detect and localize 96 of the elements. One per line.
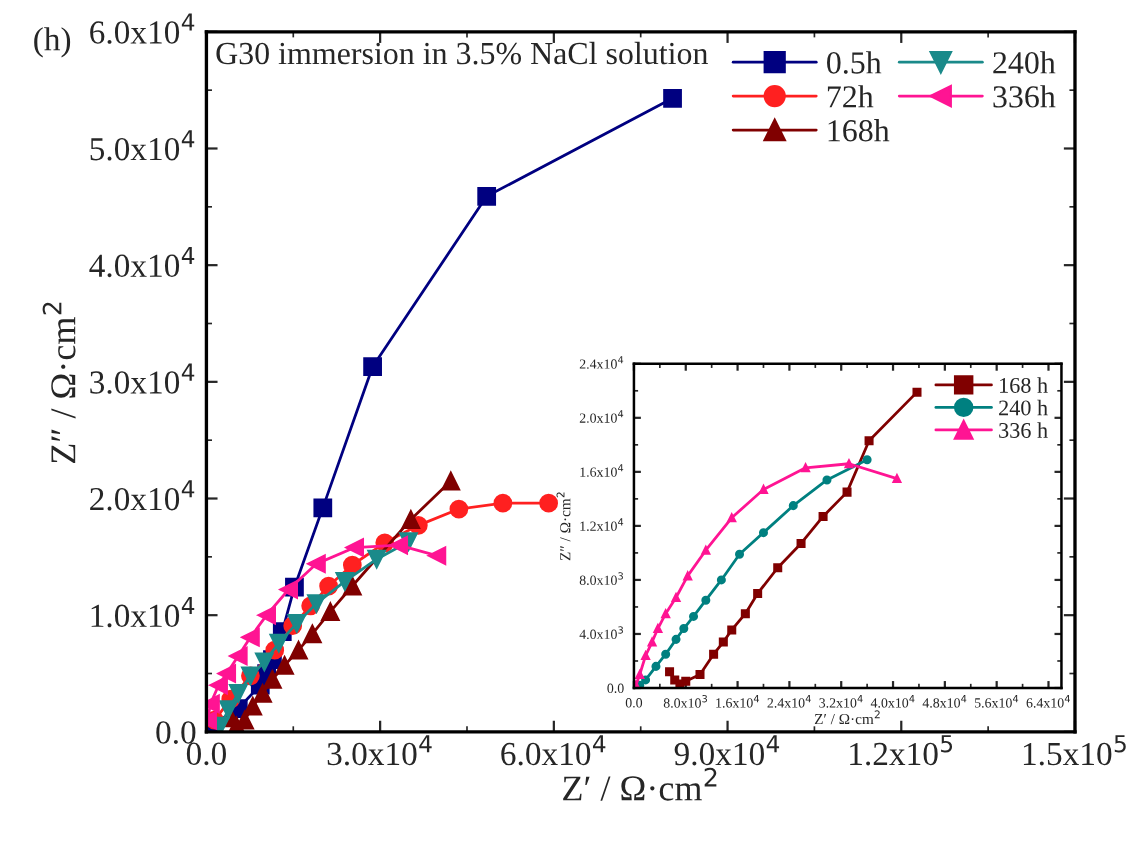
point [254, 652, 274, 672]
point [671, 592, 681, 602]
y-tick-label: 5.0x10$^{4}$ [90, 130, 195, 161]
point [735, 549, 745, 559]
point [441, 471, 461, 491]
point [257, 605, 277, 625]
point [689, 611, 699, 621]
point [695, 669, 705, 679]
point [427, 546, 447, 566]
text: (h) [34, 27, 71, 58]
point [683, 571, 693, 581]
point [663, 88, 682, 108]
point [228, 683, 248, 703]
point [635, 669, 645, 679]
point [716, 575, 726, 585]
point [401, 510, 421, 529]
point [773, 563, 783, 573]
point [818, 511, 828, 521]
y-tick-label: 1.0x10$^{4}$ [91, 596, 195, 628]
point [363, 357, 382, 377]
point [335, 571, 355, 591]
point [727, 625, 737, 635]
legend-label: 336 h [999, 422, 1048, 438]
point [307, 554, 326, 574]
y-tick-label: 6.0x10$^{4}$ [90, 13, 195, 44]
point [389, 535, 409, 555]
y-axis-title: Z″ / Ω·cm$^{2}$ [42, 302, 76, 463]
y-tick-label: 3.0x10$^{4}$ [90, 363, 195, 394]
x-tick-label: 1.5x10$^{5}$ [1023, 735, 1126, 766]
point [493, 493, 513, 513]
y-tick-label: 2.0x10$^{4}$ [90, 480, 195, 511]
x-tick-label: 1.2x10$^{5}$ [850, 735, 953, 766]
point [661, 609, 671, 619]
legend-label: 168h [828, 119, 890, 142]
point [679, 624, 689, 634]
point [253, 683, 272, 703]
point [844, 459, 854, 469]
point [822, 475, 832, 485]
x-tick-label: 9.0x10$^{4}$ [674, 735, 780, 766]
x-axis-title: Z′ / Ω·cm$^{2}$ [563, 767, 717, 801]
point [641, 651, 651, 661]
point [243, 696, 263, 716]
point [718, 637, 728, 647]
point [727, 513, 737, 523]
point [801, 463, 811, 473]
point [477, 186, 497, 206]
point [263, 669, 282, 689]
x-tick-label: 0.0 [186, 742, 226, 766]
point [912, 387, 922, 397]
point [842, 487, 852, 497]
legend-label: 0.5h [827, 51, 882, 74]
point [320, 602, 340, 622]
point [665, 667, 675, 677]
point [449, 499, 469, 519]
point [647, 637, 657, 647]
point [313, 498, 333, 518]
point [217, 664, 237, 683]
point [661, 649, 671, 659]
legend-label: 168 h [1000, 377, 1048, 393]
legend-label: 336h [993, 85, 1056, 108]
point [681, 676, 691, 686]
legend-label: 240h [993, 51, 1056, 74]
point [709, 649, 719, 659]
point [289, 640, 308, 660]
point [345, 538, 365, 557]
point [651, 661, 661, 671]
point [753, 588, 763, 598]
point [279, 580, 299, 599]
point [269, 633, 289, 653]
point [758, 528, 768, 538]
point [862, 455, 872, 465]
point [241, 627, 260, 647]
point [788, 501, 798, 511]
annotation: G30 immersion in 3.5% NaCl solution [216, 41, 708, 65]
point [367, 549, 387, 569]
point [701, 595, 711, 605]
y-tick-label: 4.0x10$^{4}$ [89, 246, 195, 278]
point [307, 594, 326, 613]
y-tick-label: 0.0 [156, 721, 196, 744]
x-tick-label: 3.0x10$^{4}$ [327, 735, 432, 766]
point [275, 655, 294, 675]
point [671, 634, 681, 644]
legend-label: 240 h [999, 399, 1048, 416]
point [701, 545, 711, 555]
point [219, 700, 238, 720]
point [740, 609, 750, 619]
point [228, 646, 248, 666]
point [796, 538, 806, 548]
point [342, 555, 362, 575]
point [758, 484, 768, 494]
point [641, 675, 651, 685]
point [303, 624, 322, 644]
legend-label: 72h [827, 85, 874, 108]
point [209, 675, 228, 695]
point [864, 436, 874, 446]
point [539, 493, 559, 513]
